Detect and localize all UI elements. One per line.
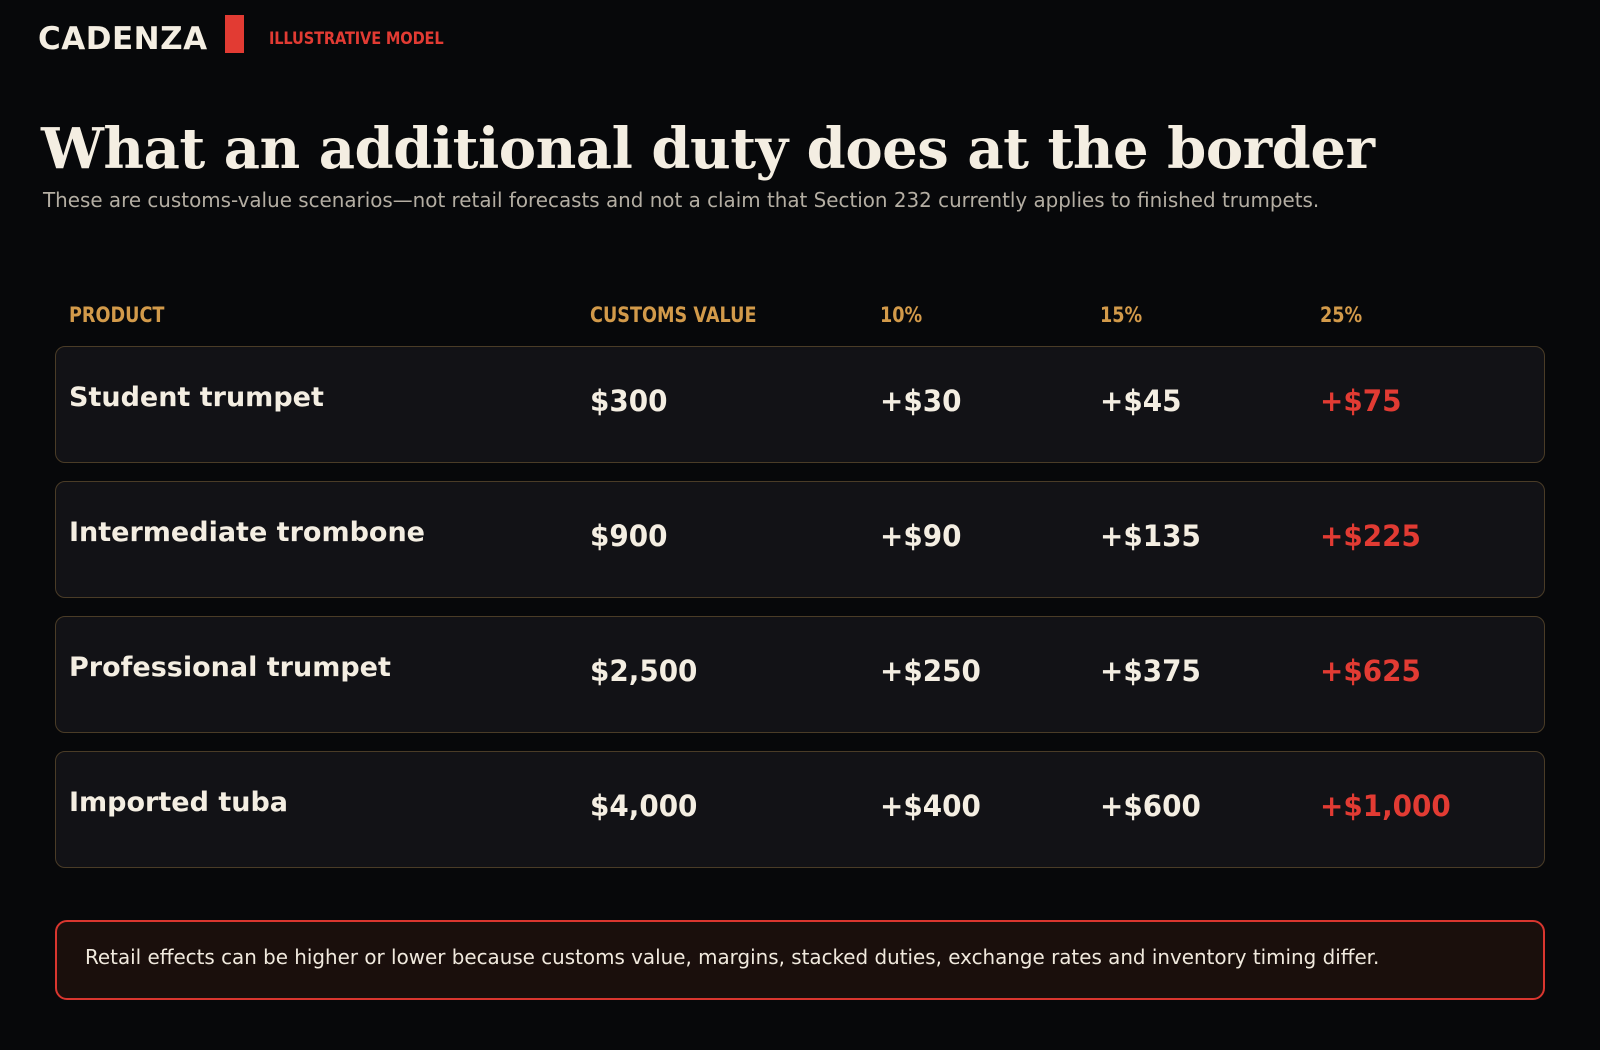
page-title: What an additional duty does at the bord…: [41, 116, 1375, 182]
product-name: Imported tuba: [69, 787, 288, 818]
customs-value: $4,000: [590, 789, 698, 823]
duty-15-percent: +$135: [1100, 519, 1201, 553]
customs-value: $300: [590, 384, 668, 418]
duty-15-percent: +$375: [1100, 654, 1201, 688]
brand-logo-text: CADENZA: [38, 20, 208, 57]
table-row: Professional trumpet $2,500 +$250 +$375 …: [55, 616, 1545, 733]
brand-mark-icon: [224, 15, 244, 53]
duty-25-percent: +$225: [1320, 519, 1421, 553]
duty-25-percent: +$75: [1320, 384, 1402, 418]
column-header-10-percent: 10%: [880, 303, 923, 327]
column-header-25-percent: 25%: [1320, 303, 1363, 327]
product-name: Student trumpet: [69, 382, 324, 413]
page-subtitle: These are customs-value scenarios—not re…: [43, 188, 1320, 212]
customs-value: $2,500: [590, 654, 698, 688]
product-name: Intermediate trombone: [69, 517, 425, 548]
customs-value: $900: [590, 519, 668, 553]
column-header-15-percent: 15%: [1100, 303, 1143, 327]
column-header-product: PRODUCT: [69, 303, 165, 327]
column-header-customs-value: CUSTOMS VALUE: [590, 303, 757, 327]
table-row: Intermediate trombone $900 +$90 +$135 +$…: [55, 481, 1545, 598]
duty-25-percent: +$625: [1320, 654, 1421, 688]
disclaimer-callout: Retail effects can be higher or lower be…: [55, 920, 1545, 1000]
illustrative-model-tag: ILLUSTRATIVE MODEL: [268, 29, 444, 49]
table-row: Student trumpet $300 +$30 +$45 +$75: [55, 346, 1545, 463]
duty-10-percent: +$250: [880, 654, 981, 688]
product-name: Professional trumpet: [69, 652, 391, 683]
duty-25-percent: +$1,000: [1320, 789, 1451, 823]
table-row: Imported tuba $4,000 +$400 +$600 +$1,000: [55, 751, 1545, 868]
disclaimer-text: Retail effects can be higher or lower be…: [85, 945, 1380, 969]
duty-10-percent: +$400: [880, 789, 981, 823]
brand-header: CADENZA ILLUSTRATIVE MODEL: [38, 15, 471, 62]
duty-15-percent: +$600: [1100, 789, 1201, 823]
duty-10-percent: +$30: [880, 384, 962, 418]
duty-10-percent: +$90: [880, 519, 962, 553]
duty-15-percent: +$45: [1100, 384, 1182, 418]
